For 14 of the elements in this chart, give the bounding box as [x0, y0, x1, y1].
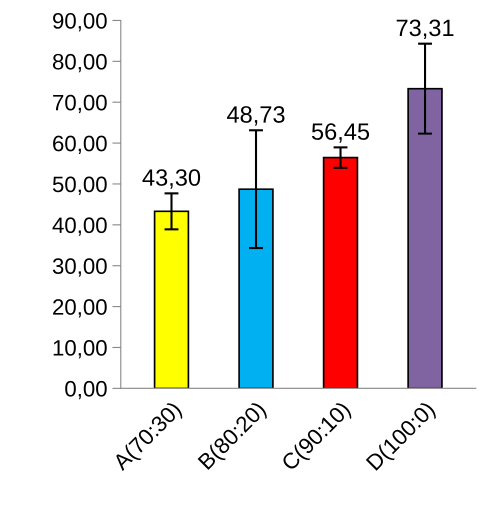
y-tick-label: 10,00: [54, 340, 107, 358]
y-tick-label: 90,00: [53, 12, 107, 32]
data-label: 56,45: [312, 123, 370, 143]
y-tick-label: 60,00: [53, 136, 107, 154]
y-tick-label: 30,00: [52, 258, 107, 277]
y-tick-label: 40,00: [52, 217, 107, 236]
y-tick-label: 70,00: [53, 94, 107, 114]
y-tick-label: 80,00: [52, 54, 107, 72]
data-label: 73,31: [396, 20, 454, 40]
data-label: 43,30: [142, 169, 200, 189]
y-tick-label: 20,00: [53, 299, 107, 318]
data-label: 48,73: [227, 106, 285, 126]
y-tick-label: 0,00: [65, 380, 107, 400]
y-tick-label: 50,00: [52, 176, 107, 195]
